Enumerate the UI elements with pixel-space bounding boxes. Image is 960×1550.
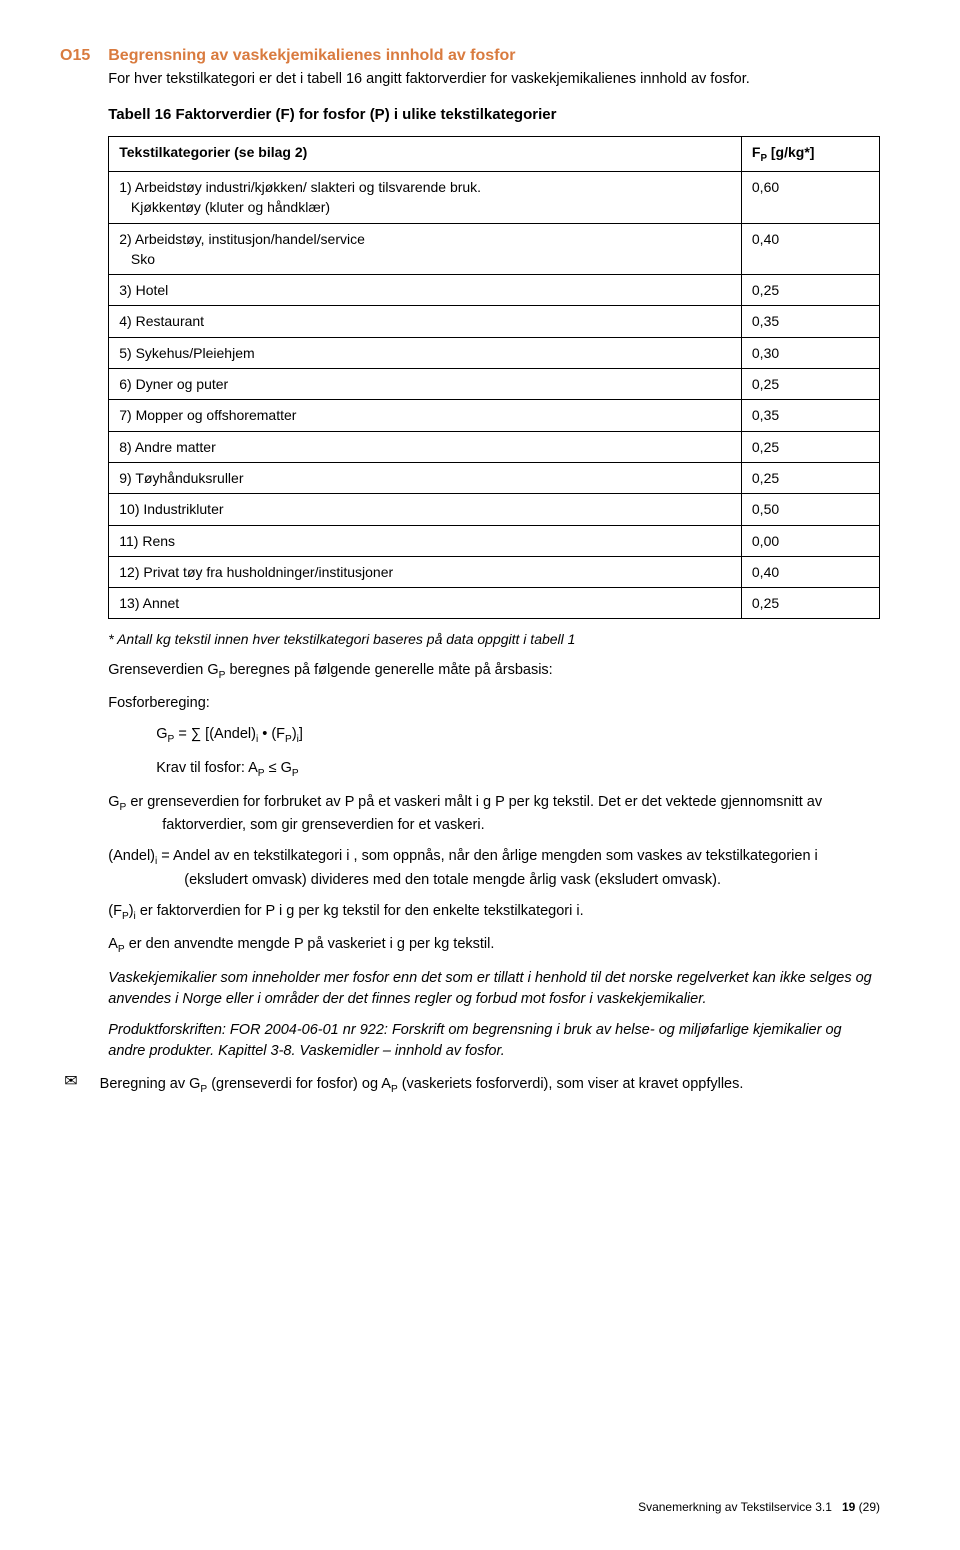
table-cell: 2) Arbeidstøy, institusjon/handel/servic… [109,223,742,275]
footer-title: Svanemerkning av Tekstilservice 3.1 [638,1500,832,1514]
factor-table: Tekstilkategorier (se bilag 2) FP [g/kg*… [108,136,880,619]
section-heading: Begrensning av vaskekjemikalienes innhol… [108,44,880,67]
footer-total: (29) [859,1500,880,1514]
table-cell: 3) Hotel [109,275,742,306]
table-cell: 0,25 [741,369,879,400]
table-footnote: * Antall kg tekstil innen hver tekstilka… [108,629,880,649]
table-cell: 0,00 [741,525,879,556]
table-cell: 0,25 [741,275,879,306]
table-cell: 5) Sykehus/Pleiehjem [109,337,742,368]
table-cell: 0,40 [741,223,879,275]
table-cell: 6) Dyner og puter [109,369,742,400]
paragraph: Krav til fosfor: AP ≤ GP [156,758,880,782]
paragraph-italic: Produktforskriften: FOR 2004-06-01 nr 92… [108,1020,880,1062]
paragraph: GP er grenseverdien for forbruket av P p… [108,792,880,837]
section-code: O15 [60,44,90,1098]
paragraph: (Andel)i = Andel av en tekstilkategori i… [108,846,880,891]
table-cell: 0,35 [741,306,879,337]
table-cell: 0,25 [741,462,879,493]
table-cell: 0,30 [741,337,879,368]
table-cell: 10) Industrikluter [109,494,742,525]
paragraph: (FP)i er faktorverdien for P i g per kg … [108,901,880,925]
paragraph: Grenseverdien GP beregnes på følgende ge… [108,660,880,684]
table-cell: 7) Mopper og offshorematter [109,400,742,431]
paragraph: Beregning av GP (grenseverdi for fosfor)… [100,1074,744,1098]
table-header-left: Tekstilkategorier (se bilag 2) [109,136,742,171]
formula: GP = ∑ [(Andel)i • (FP)i] [156,724,880,748]
paragraph-italic: Vaskekjemikalier som inneholder mer fosf… [108,968,880,1010]
table-cell: 1) Arbeidstøy industri/kjøkken/ slakteri… [109,171,742,223]
table-header-right: FP [g/kg*] [741,136,879,171]
footer-page: 19 [842,1500,855,1514]
table-cell: 0,50 [741,494,879,525]
table-cell: 12) Privat tøy fra husholdninger/institu… [109,556,742,587]
table-cell: 0,25 [741,588,879,619]
paragraph: Fosforbereging: [108,693,880,714]
table-cell: 8) Andre matter [109,431,742,462]
table-cell: 9) Tøyhånduksruller [109,462,742,493]
table-caption: Tabell 16 Faktorverdier (F) for fosfor (… [108,104,880,126]
table-cell: 0,40 [741,556,879,587]
table-cell: 13) Annet [109,588,742,619]
table-cell: 0,25 [741,431,879,462]
table-cell: 4) Restaurant [109,306,742,337]
paragraph: AP er den anvendte mengde P på vaskeriet… [108,934,880,958]
intro-text: For hver tekstilkategori er det i tabell… [108,69,880,90]
table-cell: 0,35 [741,400,879,431]
page-footer: Svanemerkning av Tekstilservice 3.1 19 (… [638,1499,880,1516]
table-cell: 0,60 [741,171,879,223]
envelope-icon: ✉ [64,1074,77,1090]
table-cell: 11) Rens [109,525,742,556]
